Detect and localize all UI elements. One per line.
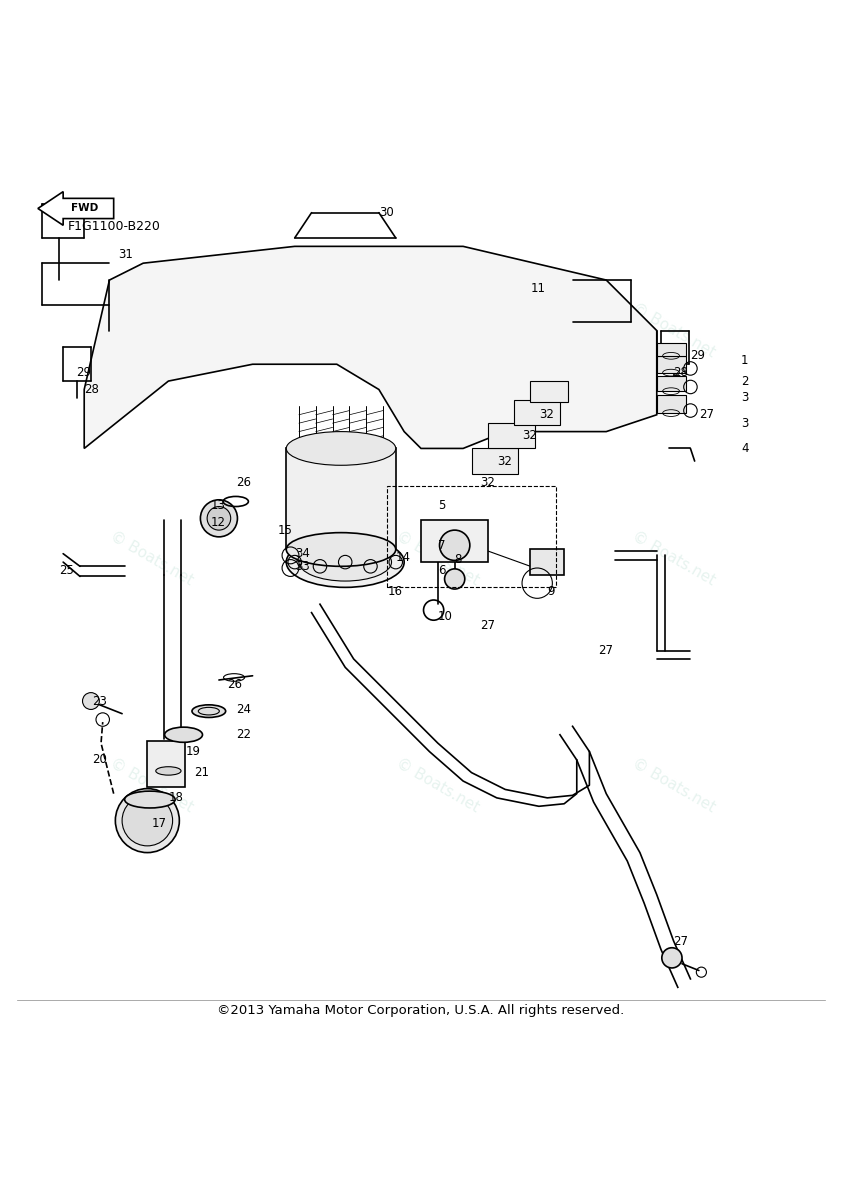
Text: 15: 15 (278, 524, 293, 538)
Bar (472, 449, 518, 474)
Bar (488, 424, 535, 449)
Text: 25: 25 (59, 564, 74, 577)
Text: © Boats.net: © Boats.net (394, 301, 482, 360)
Text: 12: 12 (210, 516, 226, 529)
Circle shape (115, 788, 179, 852)
Text: 7: 7 (438, 539, 445, 552)
Text: 18: 18 (168, 791, 184, 804)
Circle shape (662, 948, 682, 968)
Text: 27: 27 (480, 619, 495, 631)
Text: 3: 3 (741, 416, 749, 430)
Text: © Boats.net: © Boats.net (394, 756, 482, 815)
Circle shape (440, 530, 470, 560)
Ellipse shape (299, 544, 392, 581)
Text: 8: 8 (455, 553, 462, 566)
Text: 11: 11 (530, 282, 546, 295)
Text: 29: 29 (690, 349, 706, 362)
Ellipse shape (125, 791, 175, 808)
Text: 31: 31 (118, 248, 133, 262)
Text: 21: 21 (194, 766, 209, 779)
Text: 13: 13 (210, 499, 226, 512)
Text: 30: 30 (379, 206, 394, 220)
Ellipse shape (286, 536, 404, 587)
Text: © Boats.net: © Boats.net (630, 301, 717, 360)
Text: 27: 27 (674, 935, 689, 948)
Ellipse shape (156, 767, 181, 775)
Bar (147, 740, 185, 787)
Circle shape (445, 569, 465, 589)
Text: 34: 34 (295, 547, 310, 560)
Bar (657, 376, 686, 391)
Ellipse shape (286, 533, 396, 566)
Text: ©2013 Yamaha Motor Corporation, U.S.A. All rights reserved.: ©2013 Yamaha Motor Corporation, U.S.A. A… (217, 1004, 625, 1018)
Circle shape (207, 506, 231, 530)
Bar (530, 382, 568, 402)
Text: 32: 32 (480, 475, 495, 488)
Text: 20: 20 (93, 754, 108, 767)
Bar (387, 486, 556, 587)
Text: 33: 33 (295, 560, 310, 572)
Text: 26: 26 (227, 678, 242, 691)
Text: F1G1100-B220: F1G1100-B220 (67, 221, 160, 234)
Bar (657, 343, 686, 356)
Text: 14: 14 (396, 551, 411, 564)
Text: 16: 16 (387, 586, 402, 598)
Text: 32: 32 (522, 430, 537, 443)
Text: © Boats.net: © Boats.net (630, 528, 717, 588)
Text: 32: 32 (539, 408, 554, 421)
Text: 29: 29 (76, 366, 91, 379)
Text: © Boats.net: © Boats.net (630, 756, 717, 815)
Circle shape (83, 692, 99, 709)
Text: 27: 27 (699, 408, 714, 421)
Text: 24: 24 (236, 703, 251, 716)
Polygon shape (38, 192, 114, 226)
Text: 17: 17 (152, 817, 167, 829)
Polygon shape (84, 246, 657, 449)
Text: 2: 2 (741, 374, 749, 388)
Text: 22: 22 (236, 728, 251, 742)
Text: 19: 19 (185, 745, 200, 758)
Bar (657, 395, 686, 413)
Bar (286, 449, 396, 550)
Text: FWD: FWD (71, 204, 98, 214)
Text: 6: 6 (438, 564, 445, 577)
Text: 23: 23 (93, 695, 108, 708)
Text: 10: 10 (438, 611, 453, 623)
Text: 4: 4 (741, 442, 749, 455)
Bar (421, 520, 488, 562)
Text: 32: 32 (497, 455, 512, 468)
Text: © Boats.net: © Boats.net (108, 528, 195, 588)
Bar (657, 356, 686, 373)
Circle shape (122, 796, 173, 846)
Bar (514, 400, 560, 425)
Text: © Boats.net: © Boats.net (108, 301, 195, 360)
Text: 27: 27 (598, 644, 613, 658)
Text: 5: 5 (438, 499, 445, 512)
Bar (530, 550, 564, 575)
Text: 28: 28 (84, 383, 99, 396)
Ellipse shape (192, 704, 226, 718)
Text: 28: 28 (674, 366, 689, 379)
Ellipse shape (286, 432, 396, 466)
Text: © Boats.net: © Boats.net (394, 528, 482, 588)
Circle shape (200, 500, 237, 536)
Text: 1: 1 (741, 354, 749, 366)
Text: 3: 3 (741, 391, 749, 404)
Ellipse shape (165, 727, 202, 743)
Text: 9: 9 (547, 586, 555, 598)
Text: © Boats.net: © Boats.net (108, 756, 195, 815)
Text: 26: 26 (236, 475, 251, 488)
